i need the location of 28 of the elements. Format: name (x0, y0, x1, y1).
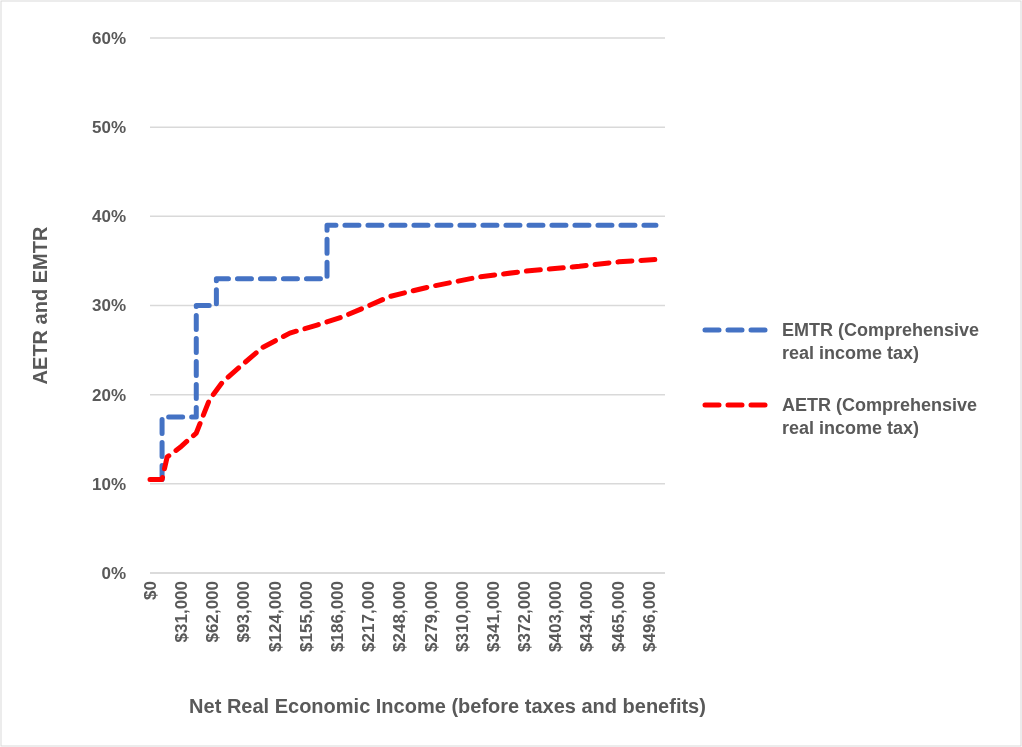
x-tick-label: $186,000 (328, 581, 348, 652)
x-tick-label: $434,000 (577, 581, 597, 652)
x-tick-label: $31,000 (172, 581, 192, 643)
x-tick-label: $155,000 (296, 581, 316, 652)
x-tick-label: $0 (140, 581, 160, 600)
x-tick-label: $93,000 (234, 581, 254, 643)
x-tick-label: $310,000 (452, 581, 472, 652)
x-tick-label: $496,000 (639, 581, 659, 652)
y-tick-label: 60% (91, 28, 126, 48)
y-tick-label: 10% (91, 474, 126, 494)
x-tick-label: $248,000 (390, 581, 410, 652)
y-axis-title: AETR and EMTR (29, 226, 51, 385)
x-tick-label: $341,000 (483, 581, 503, 652)
x-tick-label: $217,000 (359, 581, 379, 652)
x-tick-label: $372,000 (515, 581, 535, 652)
legend-label: AETR (Comprehensive real income tax) (782, 395, 978, 438)
y-tick-label: 20% (91, 385, 126, 405)
x-tick-label: $279,000 (421, 581, 441, 652)
y-tick-label: 30% (91, 296, 126, 316)
y-tick-label: 40% (91, 207, 126, 227)
x-axis-title: Net Real Economic Income (before taxes and benefits) (189, 695, 706, 717)
x-tick-label: $403,000 (546, 581, 566, 652)
x-tick-label: $62,000 (203, 581, 223, 643)
y-tick-label: 0% (101, 563, 126, 583)
legend-label: EMTR (Comprehensive real income tax) (782, 320, 980, 363)
y-tick-label: 50% (91, 118, 126, 138)
x-tick-label: $465,000 (608, 581, 628, 652)
x-tick-label: $124,000 (265, 581, 285, 652)
